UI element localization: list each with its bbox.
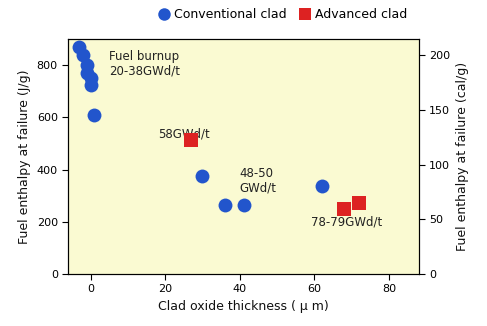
Text: 58GWd/t: 58GWd/t [158, 128, 209, 141]
Point [75, 44, 83, 50]
Text: 78-79GWd/t: 78-79GWd/t [311, 215, 382, 228]
Point [83, 70, 91, 76]
Point [355, 201, 363, 206]
Point [87, 76, 94, 81]
Legend: Conventional clad, Advanced clad: Conventional clad, Advanced clad [153, 3, 412, 26]
Point [87, 82, 94, 87]
Point [240, 202, 247, 207]
Point [340, 207, 348, 212]
Text: 48-50
GWd/t: 48-50 GWd/t [240, 167, 277, 195]
Point [318, 184, 326, 189]
Point [199, 173, 206, 179]
Point [83, 63, 91, 68]
X-axis label: Clad oxide thickness ( μ m): Clad oxide thickness ( μ m) [158, 300, 329, 313]
Y-axis label: Fuel enthalpy at failure (J/g): Fuel enthalpy at failure (J/g) [18, 69, 31, 244]
Point [91, 112, 98, 117]
Point [221, 202, 229, 207]
Text: Fuel burnup
20-38GWd/t: Fuel burnup 20-38GWd/t [109, 50, 180, 78]
Point [187, 137, 195, 142]
Y-axis label: Fuel enthalpy at failure (cal/g): Fuel enthalpy at failure (cal/g) [456, 62, 469, 251]
Point [79, 52, 87, 57]
